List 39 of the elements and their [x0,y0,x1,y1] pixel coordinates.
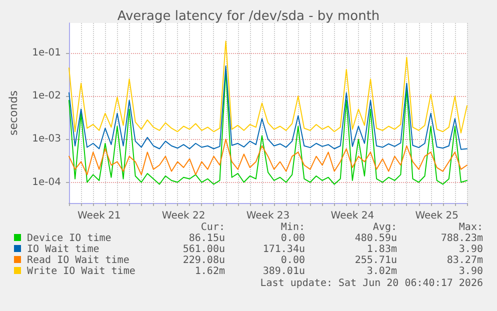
text: 86.15u [188,233,225,244]
y-tick-label: 1e-03 [32,134,61,145]
text: Max: [458,222,483,233]
legend-label: IO Wait time [26,244,100,255]
text: Min: [280,222,305,233]
text: 1.83m [366,244,397,255]
text: 83.27m [446,255,483,266]
chart-title: Average latency for /dev/sda - by month [117,9,380,24]
legend-label: Device IO time [26,233,112,244]
legend-label: Read IO Wait time [26,255,130,266]
text: 0.00 [280,233,305,244]
y-tick-label: 1e-04 [32,176,61,188]
text: 3.90 [458,266,483,277]
x-tick-label: Week 24 [330,210,374,222]
text: 561.00u [182,244,225,255]
x-tick-label: Week 22 [162,210,206,222]
text: 1.62m [194,266,225,277]
text: Avg: [372,222,397,233]
text: 3.90 [458,244,483,255]
text: 788.23m [440,233,483,244]
line-series [68,40,468,134]
x-tick-label: Week 25 [415,210,459,222]
x-tick-label: Week 23 [246,210,290,222]
y-axis-title: seconds [7,90,20,136]
text: Cur: [200,222,225,233]
y-tick-label: 1e-01 [32,48,61,59]
text: 171.34u [262,244,305,255]
text: 229.08u [182,255,225,266]
text: Last update: Sat Jun 20 06:40:17 2026 [260,278,483,289]
text: 480.59u [354,233,397,244]
text: 389.01u [262,266,305,277]
legend-label: Write IO Wait time [26,266,136,277]
line-series [68,138,468,176]
line-series [68,66,468,150]
text: 255.71u [354,255,397,266]
text: 3.02m [366,266,397,277]
y-tick-label: 1e-02 [32,90,61,102]
text: 0.00 [280,255,305,266]
x-tick-label: Week 21 [77,210,121,222]
